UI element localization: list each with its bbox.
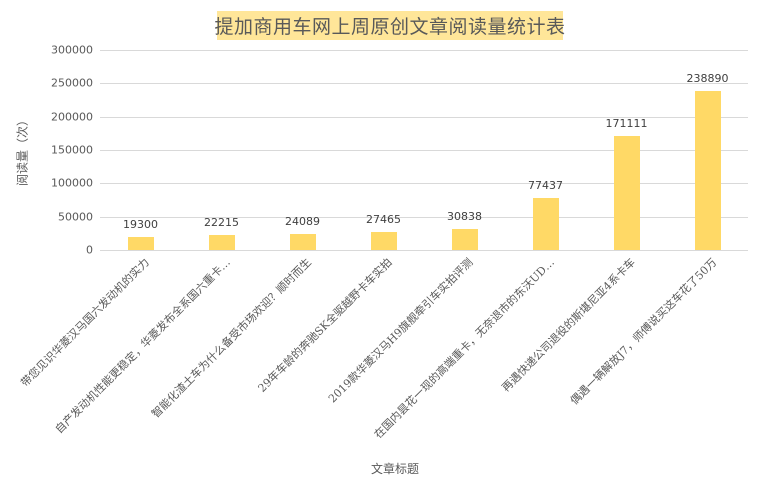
x-tick-label: 再遇快递公司退役的斯堪尼亚4系卡车	[498, 255, 638, 395]
y-tick-label: 50000	[58, 210, 93, 224]
chart-title: 提加商用车网上周原创文章阅读量统计表	[214, 16, 566, 38]
bar	[613, 135, 640, 250]
chart-title-box: 提加商用车网上周原创文章阅读量统计表	[214, 11, 566, 40]
data-label: 27465	[366, 212, 401, 226]
gridline	[100, 50, 748, 51]
x-tick-label: 偶遇一辆解放J7，师傅说买这车花了50万	[567, 255, 719, 408]
data-label: 24089	[285, 214, 320, 228]
x-axis-line	[100, 250, 748, 251]
y-tick-label: 150000	[51, 143, 93, 157]
bar	[127, 237, 154, 250]
x-tick-label: 带您见识华菱汉马国六发动机的实力	[17, 255, 152, 390]
bar	[694, 90, 721, 250]
y-axis-label: 阅读量（次）	[15, 113, 30, 187]
data-label: 19300	[123, 218, 158, 232]
x-tick-label: 智能化渣土车为什么备受市场欢迎？顺时而生	[148, 255, 314, 421]
x-tick-label: 在国内昙花一现的高端重卡，无奈退市的东沃UD…	[371, 255, 557, 442]
gridline	[100, 217, 748, 218]
x-tick-label: 2019款华菱汉马H9旗舰牵引车实拍评测	[325, 255, 476, 406]
x-axis-label: 文章标题	[370, 462, 420, 476]
y-tick-label: 300000	[51, 43, 93, 57]
bar	[532, 198, 559, 250]
gridline	[100, 183, 748, 184]
bar	[370, 231, 397, 250]
data-label: 30838	[447, 210, 482, 224]
bar	[289, 233, 316, 250]
data-label: 238890	[686, 71, 729, 85]
y-tick-label: 250000	[51, 76, 93, 90]
data-label: 171111	[605, 116, 648, 130]
bar	[451, 229, 478, 250]
y-tick-label: 100000	[51, 176, 93, 190]
gridline	[100, 150, 748, 151]
bar	[208, 235, 235, 250]
y-tick-label: 0	[86, 243, 93, 257]
y-tick-label: 200000	[51, 110, 93, 124]
x-tick-label: 自产发动机性能更稳定，华菱发布全系国六重卡…	[52, 255, 233, 437]
x-tick-label: 29年车龄的奔驰SK全驱越野卡车实拍	[255, 255, 395, 395]
data-label: 22215	[204, 216, 239, 230]
gridline	[100, 117, 748, 118]
data-label: 77437	[528, 179, 563, 193]
gridline	[100, 83, 748, 84]
